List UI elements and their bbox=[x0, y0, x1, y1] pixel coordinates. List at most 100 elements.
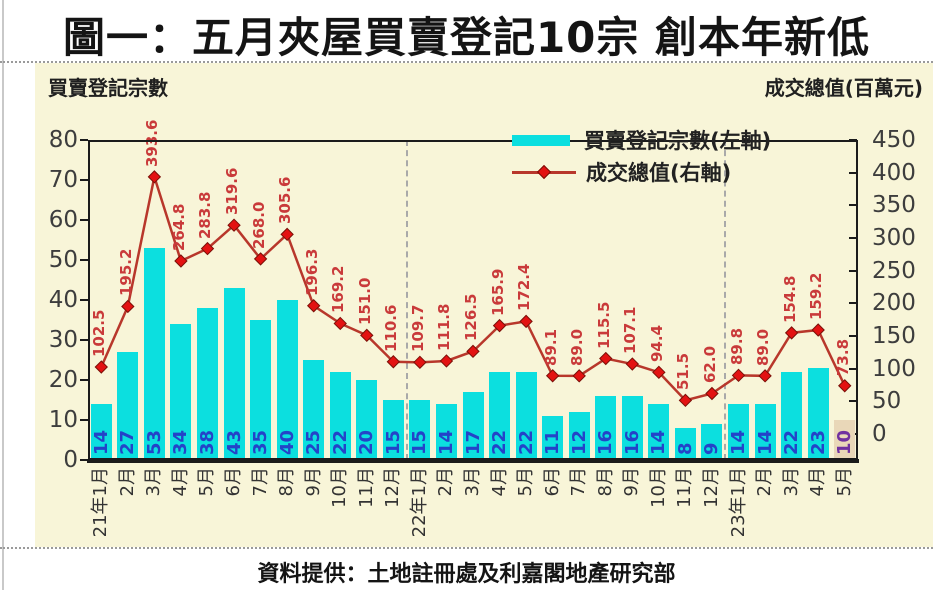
left-axis-tick bbox=[80, 139, 88, 141]
line-marker-icon bbox=[94, 360, 108, 374]
line-marker-icon bbox=[174, 254, 188, 268]
bar bbox=[223, 288, 245, 460]
top-dotted-separator bbox=[0, 61, 933, 63]
x-axis-label: 22年1月 bbox=[408, 467, 430, 538]
bar bbox=[382, 400, 404, 460]
bar bbox=[143, 248, 165, 460]
right-axis-title: 成交總值(百萬元) bbox=[764, 76, 923, 100]
line-marker-icon bbox=[147, 170, 162, 184]
x-axis-label: 12月 bbox=[382, 467, 404, 508]
line-marker-icon bbox=[227, 218, 241, 232]
right-axis-tick-label: 100 bbox=[872, 355, 916, 382]
right-axis-tick-label: 150 bbox=[872, 323, 916, 349]
x-axis-label: 3月 bbox=[780, 467, 802, 497]
line-marker-icon bbox=[545, 369, 560, 383]
year-separator-line bbox=[405, 140, 408, 460]
x-axis-label: 4月 bbox=[807, 467, 829, 497]
right-axis-tick bbox=[849, 400, 857, 403]
left-axis-tick bbox=[80, 379, 88, 381]
x-axis-label: 6月 bbox=[541, 467, 563, 497]
right-axis-tick-label: 0 bbox=[872, 421, 887, 447]
bar bbox=[595, 396, 617, 460]
right-axis-tick-label: 250 bbox=[872, 257, 916, 284]
line-marker-icon bbox=[572, 369, 586, 383]
bar bbox=[728, 404, 750, 460]
bar bbox=[303, 360, 325, 460]
bar bbox=[90, 404, 112, 460]
bar bbox=[276, 300, 298, 460]
bar bbox=[409, 400, 431, 460]
bar bbox=[621, 396, 643, 460]
line-marker-icon bbox=[413, 355, 427, 370]
line-swatch-icon bbox=[512, 164, 576, 179]
line-marker-icon bbox=[599, 351, 613, 366]
line-marker-icon bbox=[466, 344, 480, 359]
line-marker-icon bbox=[333, 316, 347, 331]
x-axis-label: 5月 bbox=[515, 467, 537, 497]
line-marker-icon bbox=[253, 252, 268, 266]
bar bbox=[170, 324, 192, 460]
left-axis-tick bbox=[80, 219, 88, 221]
bar bbox=[117, 352, 139, 460]
line-marker-icon bbox=[731, 368, 746, 383]
bar bbox=[568, 412, 590, 460]
bar bbox=[701, 424, 723, 460]
legend-line-label: 成交總值(右軸) bbox=[586, 161, 732, 185]
left-axis-tick-label: 20 bbox=[48, 367, 78, 393]
line-marker-icon bbox=[652, 365, 666, 380]
line-marker-icon bbox=[386, 355, 401, 369]
right-axis-tick bbox=[849, 237, 857, 239]
line-marker-icon bbox=[439, 354, 454, 368]
bar bbox=[807, 368, 829, 460]
bar bbox=[196, 308, 218, 460]
x-axis-label: 9月 bbox=[621, 467, 643, 497]
line-marker-icon bbox=[811, 323, 825, 337]
x-axis-label: 10月 bbox=[329, 467, 351, 508]
right-axis-tick bbox=[849, 204, 857, 207]
right-axis-tick-label: 50 bbox=[872, 388, 902, 415]
legend: 買賣登記宗數(左軸) 成交總值(右軸) bbox=[512, 124, 771, 188]
x-axis-label: 4月 bbox=[488, 467, 510, 497]
line-marker-icon bbox=[758, 369, 772, 383]
left-axis-tick bbox=[80, 459, 88, 461]
x-axis-label: 6月 bbox=[223, 467, 245, 497]
bar bbox=[356, 380, 378, 460]
legend-item-line: 成交總值(右軸) bbox=[512, 156, 771, 188]
line-marker-icon bbox=[678, 393, 693, 408]
bar bbox=[329, 372, 351, 460]
line-marker-icon bbox=[280, 227, 294, 242]
right-axis-tick bbox=[849, 335, 857, 337]
chart-title: 圖一：五月夾屋買賣登記10宗 創本年新低 bbox=[62, 13, 871, 62]
x-axis-label: 7月 bbox=[249, 467, 271, 497]
right-axis-tick bbox=[849, 367, 857, 370]
line-marker-icon bbox=[306, 299, 321, 313]
x-axis-label: 2月 bbox=[116, 467, 138, 497]
line-marker-icon bbox=[360, 328, 374, 343]
right-axis-tick bbox=[849, 171, 857, 174]
line-marker-icon bbox=[492, 318, 507, 333]
left-axis-tick-label: 30 bbox=[48, 327, 78, 353]
bar bbox=[674, 428, 696, 460]
x-axis-label: 10月 bbox=[647, 467, 669, 508]
right-axis-tick bbox=[849, 269, 857, 272]
bar bbox=[781, 372, 803, 460]
right-axis-tick bbox=[849, 302, 857, 305]
left-axis-tick-label: 40 bbox=[48, 287, 78, 313]
x-axis-label: 11月 bbox=[355, 467, 377, 508]
left-axis-tick-label: 10 bbox=[48, 407, 78, 433]
bar bbox=[648, 404, 670, 460]
right-axis-tick-label: 450 bbox=[872, 127, 916, 153]
x-axis-label: 3月 bbox=[462, 467, 483, 497]
x-axis-label: 11月 bbox=[674, 467, 696, 508]
x-axis-label: 5月 bbox=[833, 467, 855, 497]
x-axis-line bbox=[87, 459, 859, 463]
line-marker-icon bbox=[519, 314, 533, 329]
left-axis-tick bbox=[80, 259, 88, 261]
bottom-dotted-separator bbox=[0, 547, 933, 549]
bar bbox=[435, 404, 457, 460]
right-axis-tick-label: 200 bbox=[872, 290, 916, 317]
line-marker-icon bbox=[838, 379, 852, 393]
left-axis-tick bbox=[80, 339, 88, 341]
legend-item-bars: 買賣登記宗數(左軸) bbox=[512, 124, 771, 156]
